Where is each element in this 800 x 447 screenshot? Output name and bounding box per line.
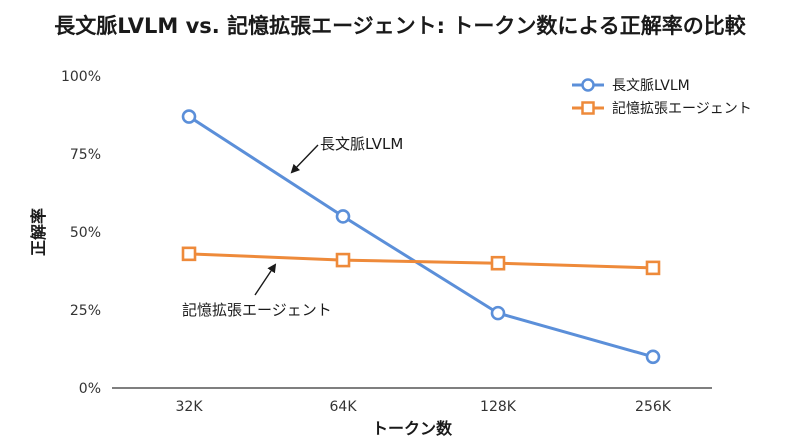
y-tick-label: 50% xyxy=(70,225,101,241)
data-point xyxy=(181,246,197,262)
legend: 長文脈LVLM 記憶拡張エージェント xyxy=(572,78,752,117)
annotation-arrow-lvlm xyxy=(290,144,319,174)
x-axis-label: トークン数 xyxy=(372,419,453,438)
data-point xyxy=(645,349,661,365)
y-axis-label: 正解率 xyxy=(29,208,48,256)
data-point xyxy=(181,109,197,124)
legend-label-lvlm: 長文脈LVLM xyxy=(612,78,690,94)
series-layer xyxy=(181,109,661,365)
annotation-arrow-agent xyxy=(254,263,277,296)
data-point xyxy=(335,252,351,268)
y-tick-label: 75% xyxy=(70,147,101,163)
x-tick-label: 64K xyxy=(330,399,358,415)
data-point xyxy=(645,260,661,276)
x-tick-label: 32K xyxy=(176,399,204,415)
data-point xyxy=(490,255,506,271)
legend-marker-agent xyxy=(581,101,595,115)
annotation-agent: 記憶拡張エージェント xyxy=(182,301,332,319)
data-point xyxy=(335,209,351,224)
y-tick-label: 0% xyxy=(79,381,101,397)
legend-marker-lvlm xyxy=(581,78,595,92)
y-tick-label: 100% xyxy=(61,69,101,85)
y-axis-ticks: 0% 25% 50% 75% 100% xyxy=(61,69,101,397)
series-line-1 xyxy=(187,252,655,270)
y-tick-label: 25% xyxy=(70,303,101,319)
x-axis-ticks: 32K 64K 128K 256K xyxy=(176,399,672,415)
data-point xyxy=(490,305,506,321)
x-tick-label: 128K xyxy=(480,399,517,415)
legend-label-agent: 記憶拡張エージェント xyxy=(612,100,752,117)
chart-title: 長文脈LVLM vs. 記憶拡張エージェント: トークン数による正解率の比較 xyxy=(54,14,746,38)
x-tick-label: 256K xyxy=(635,399,672,415)
annotation-lvlm: 長文脈LVLM xyxy=(320,135,403,153)
series-line-0 xyxy=(187,115,655,359)
